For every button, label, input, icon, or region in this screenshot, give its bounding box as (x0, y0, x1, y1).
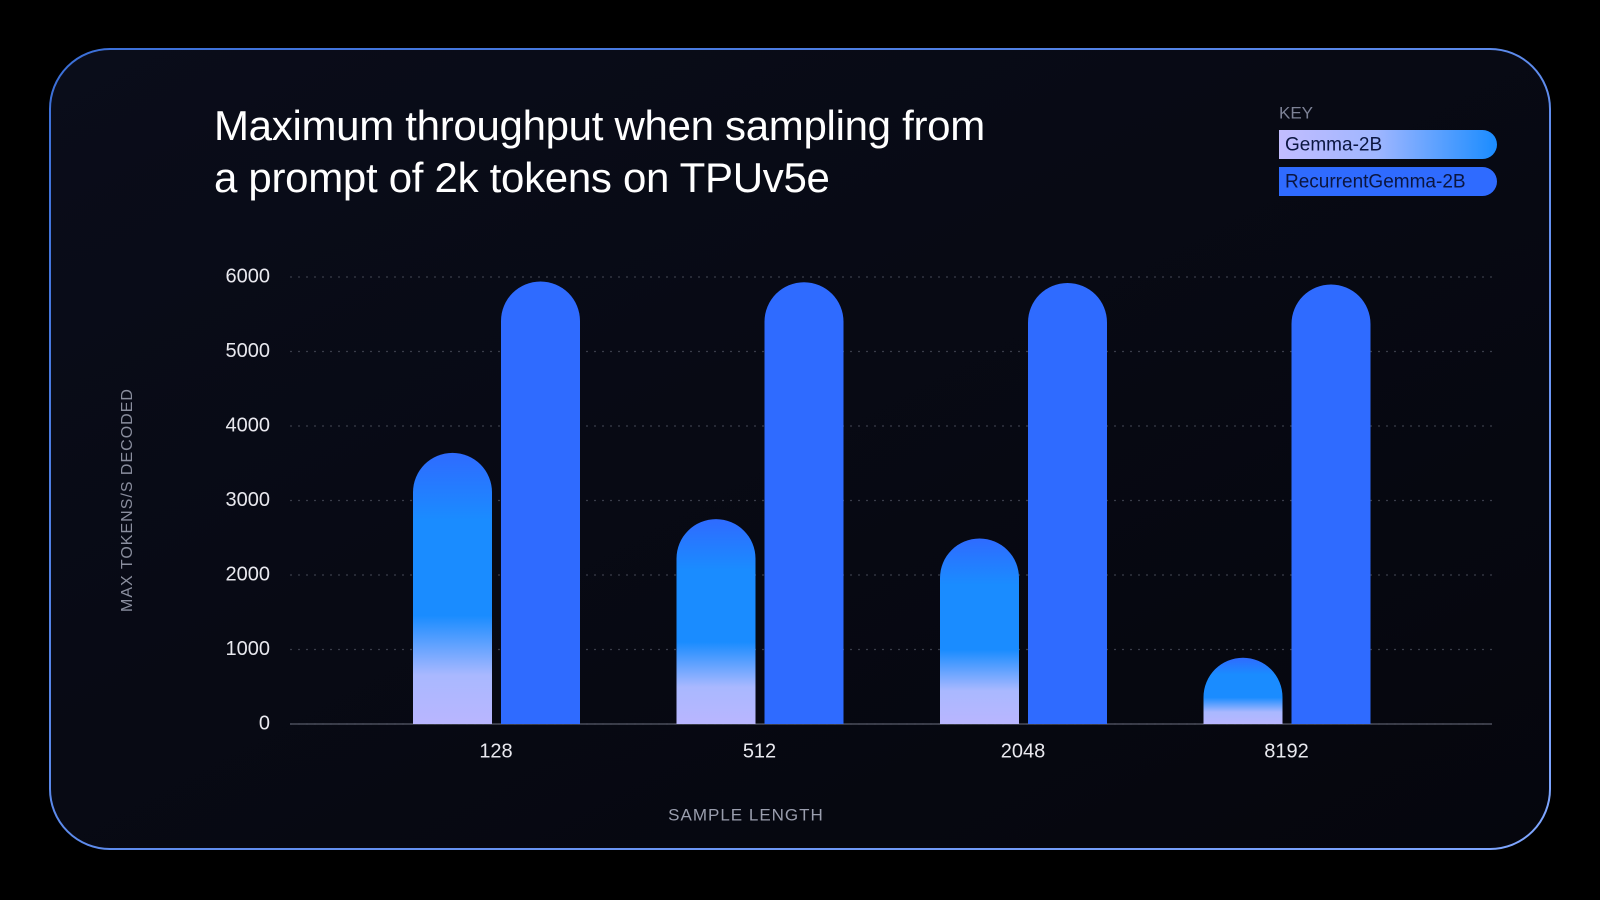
x-tick-label: 8192 (1264, 740, 1309, 762)
y-tick-label: 6000 (226, 265, 271, 287)
bar (1291, 284, 1371, 724)
legend-swatch (1279, 167, 1497, 196)
bar (1028, 282, 1107, 724)
legend-label: Gemma-2B (1285, 135, 1382, 156)
y-tick-label: 1000 (226, 638, 271, 660)
legend-swatch (1279, 130, 1497, 159)
x-tick-label: 2048 (1001, 740, 1046, 762)
bar (413, 452, 492, 724)
bar (764, 282, 844, 724)
legend-label: RecurrentGemma-2B (1285, 172, 1466, 193)
x-tick-label: 128 (479, 740, 512, 762)
bar (676, 519, 756, 724)
y-tick-label: 2000 (226, 563, 271, 585)
chart-title: Maximum throughput when sampling from a … (214, 102, 985, 201)
bar (940, 538, 1019, 724)
legend-title: KEY (1279, 103, 1313, 122)
y-tick-label: 5000 (226, 340, 271, 362)
x-tick-label: 512 (743, 740, 776, 762)
y-tick-label: 3000 (226, 489, 271, 511)
x-axis-label: SAMPLE LENGTH (668, 805, 824, 824)
y-axis-label: MAX TOKENS/S DECODED (119, 388, 136, 612)
y-tick-label: 4000 (226, 414, 271, 436)
bar (501, 281, 580, 724)
y-tick-label: 0 (259, 712, 270, 734)
bar (1203, 657, 1283, 724)
